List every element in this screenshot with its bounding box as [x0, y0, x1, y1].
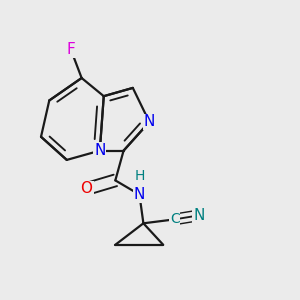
Text: O: O	[81, 182, 93, 196]
Text: C: C	[170, 212, 180, 226]
Text: N: N	[193, 208, 205, 223]
Text: N: N	[144, 114, 155, 129]
Text: H: H	[134, 169, 145, 183]
Text: N: N	[134, 187, 145, 202]
Text: N: N	[94, 143, 106, 158]
Text: F: F	[66, 42, 75, 57]
